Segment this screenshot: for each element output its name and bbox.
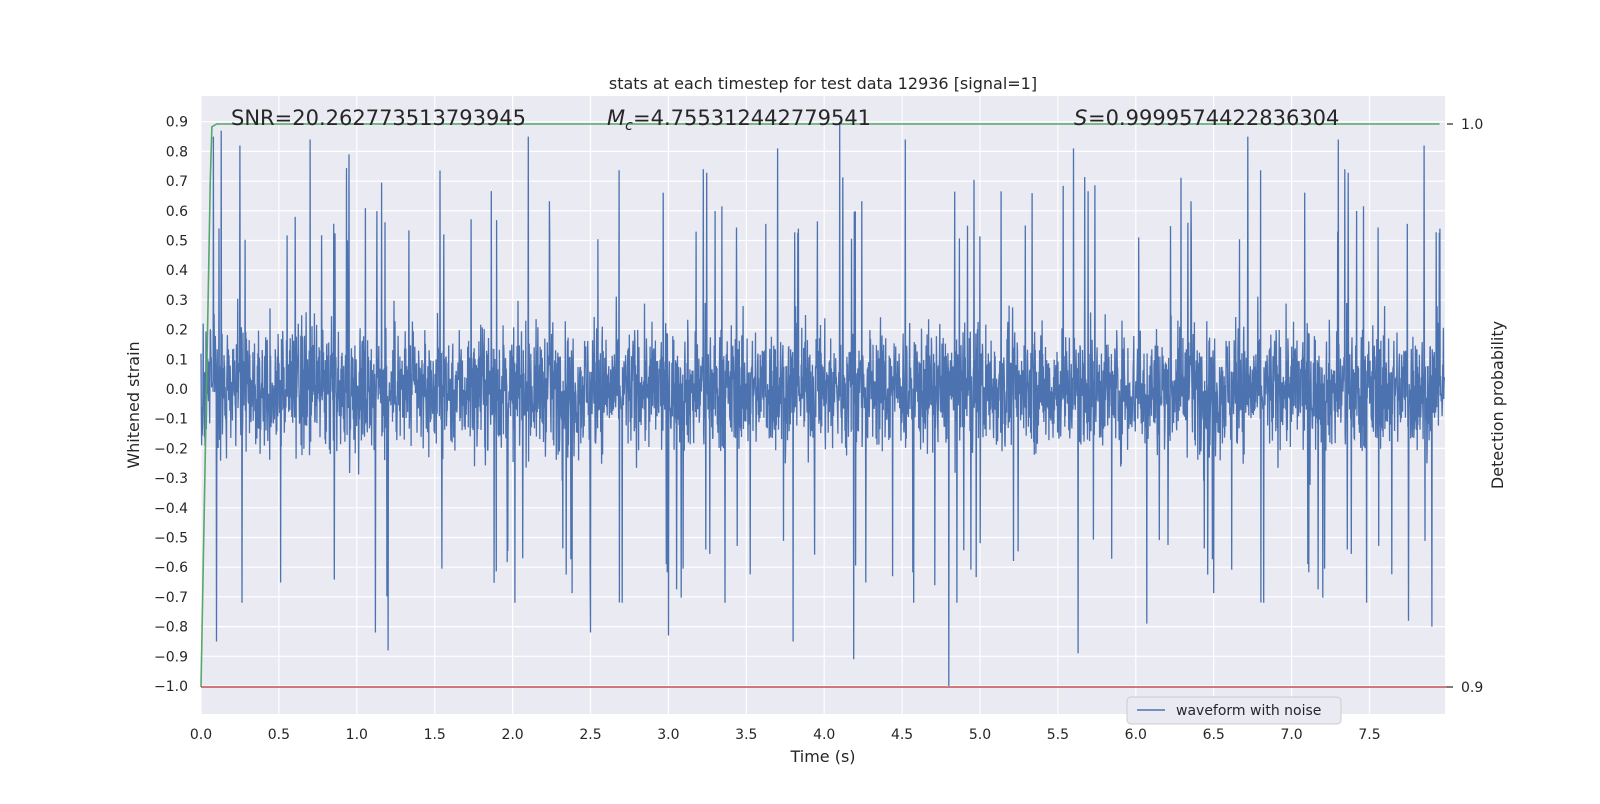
y-tick-label: 0.8 bbox=[166, 144, 188, 160]
y-tick-label: 0.2 bbox=[166, 323, 188, 339]
waveform-series bbox=[200, 121, 1445, 687]
x-tick-label: 5.0 bbox=[969, 727, 991, 743]
x-axis-label: Time (s) bbox=[789, 747, 855, 766]
x-tick-label: 6.5 bbox=[1203, 727, 1225, 743]
y-tick-label: 0.0 bbox=[166, 382, 188, 398]
y-tick-label: 0.4 bbox=[166, 263, 188, 279]
y2-axis-label: Detection probability bbox=[1488, 321, 1507, 489]
x-tick-label: 6.0 bbox=[1125, 727, 1147, 743]
x-tick-label: 2.5 bbox=[579, 727, 601, 743]
y-tick-label: 0.7 bbox=[166, 174, 188, 190]
y-ticks: 0.9 0.8 0.7 0.6 0.5 0.4 0.3 0.2 0.1 0.0 −0.1 −0.2 −0… bbox=[154, 115, 188, 695]
x-tick-label: 5.5 bbox=[1047, 727, 1069, 743]
x-tick-label: 1.0 bbox=[346, 727, 368, 743]
s-value: =0.9999574422836304 bbox=[1088, 106, 1339, 130]
probability-line bbox=[200, 123, 1440, 688]
waveform-line bbox=[200, 121, 1445, 687]
mc-value: =4.755312442779541 bbox=[633, 106, 871, 130]
y2-tick-label: 0.9 bbox=[1461, 680, 1483, 696]
y-tick-label: −0.6 bbox=[154, 560, 188, 576]
y-tick-label: 0.9 bbox=[166, 115, 188, 131]
y-tick-label: 0.5 bbox=[166, 234, 188, 250]
y-tick-label: −0.8 bbox=[154, 620, 188, 636]
y-tick-label: 0.6 bbox=[166, 204, 188, 220]
y-tick-label: −1.0 bbox=[154, 679, 188, 695]
x-tick-label: 0.5 bbox=[268, 727, 290, 743]
legend-box bbox=[1126, 696, 1342, 725]
y-tick-label: 0.3 bbox=[166, 293, 188, 309]
mc-annotation: Mc =4.755312442779541 bbox=[607, 106, 871, 134]
y2-tick-label: 1.0 bbox=[1461, 117, 1483, 133]
x-tick-label: 4.0 bbox=[813, 727, 835, 743]
y2-ticks: 1.0 0.9 bbox=[1447, 117, 1483, 696]
y-tick-label: −0.7 bbox=[154, 590, 188, 606]
snr-annotation: SNR=20.262773513793945 bbox=[231, 106, 526, 130]
chart-title: stats at each timestep for test data 129… bbox=[609, 74, 1037, 93]
legend-label-waveform: waveform with noise bbox=[1176, 703, 1321, 719]
s-symbol: S bbox=[1074, 106, 1087, 130]
y-tick-label: −0.1 bbox=[154, 412, 188, 428]
x-tick-label: 3.0 bbox=[657, 727, 679, 743]
probability-series bbox=[200, 123, 1448, 688]
y-axis-label: Whitened strain bbox=[124, 341, 143, 468]
x-tick-label: 7.5 bbox=[1358, 727, 1380, 743]
x-tick-label: 1.5 bbox=[424, 727, 446, 743]
x-tick-label: 2.0 bbox=[501, 727, 523, 743]
y-tick-label: −0.5 bbox=[154, 531, 188, 547]
y-tick-label: 0.1 bbox=[166, 352, 188, 368]
y-tick-label: −0.4 bbox=[154, 501, 188, 517]
y-tick-label: −0.2 bbox=[154, 441, 188, 457]
x-tick-label: 4.5 bbox=[891, 727, 913, 743]
y-tick-label: −0.3 bbox=[154, 471, 188, 487]
mc-symbol: Mc bbox=[607, 106, 633, 134]
x-tick-label: 0.0 bbox=[190, 727, 212, 743]
x-ticks: 0.0 0.5 1.0 1.5 2.0 2.5 3.0 3.5 4.0 4.5 5.0 5.5 6.0 6… bbox=[190, 727, 1381, 743]
x-tick-label: 3.5 bbox=[735, 727, 757, 743]
y-tick-label: −0.9 bbox=[154, 649, 188, 665]
x-tick-label: 7.0 bbox=[1280, 727, 1302, 743]
s-annotation: S =0.9999574422836304 bbox=[1074, 106, 1339, 130]
legend: waveform with noise bbox=[1126, 696, 1342, 725]
